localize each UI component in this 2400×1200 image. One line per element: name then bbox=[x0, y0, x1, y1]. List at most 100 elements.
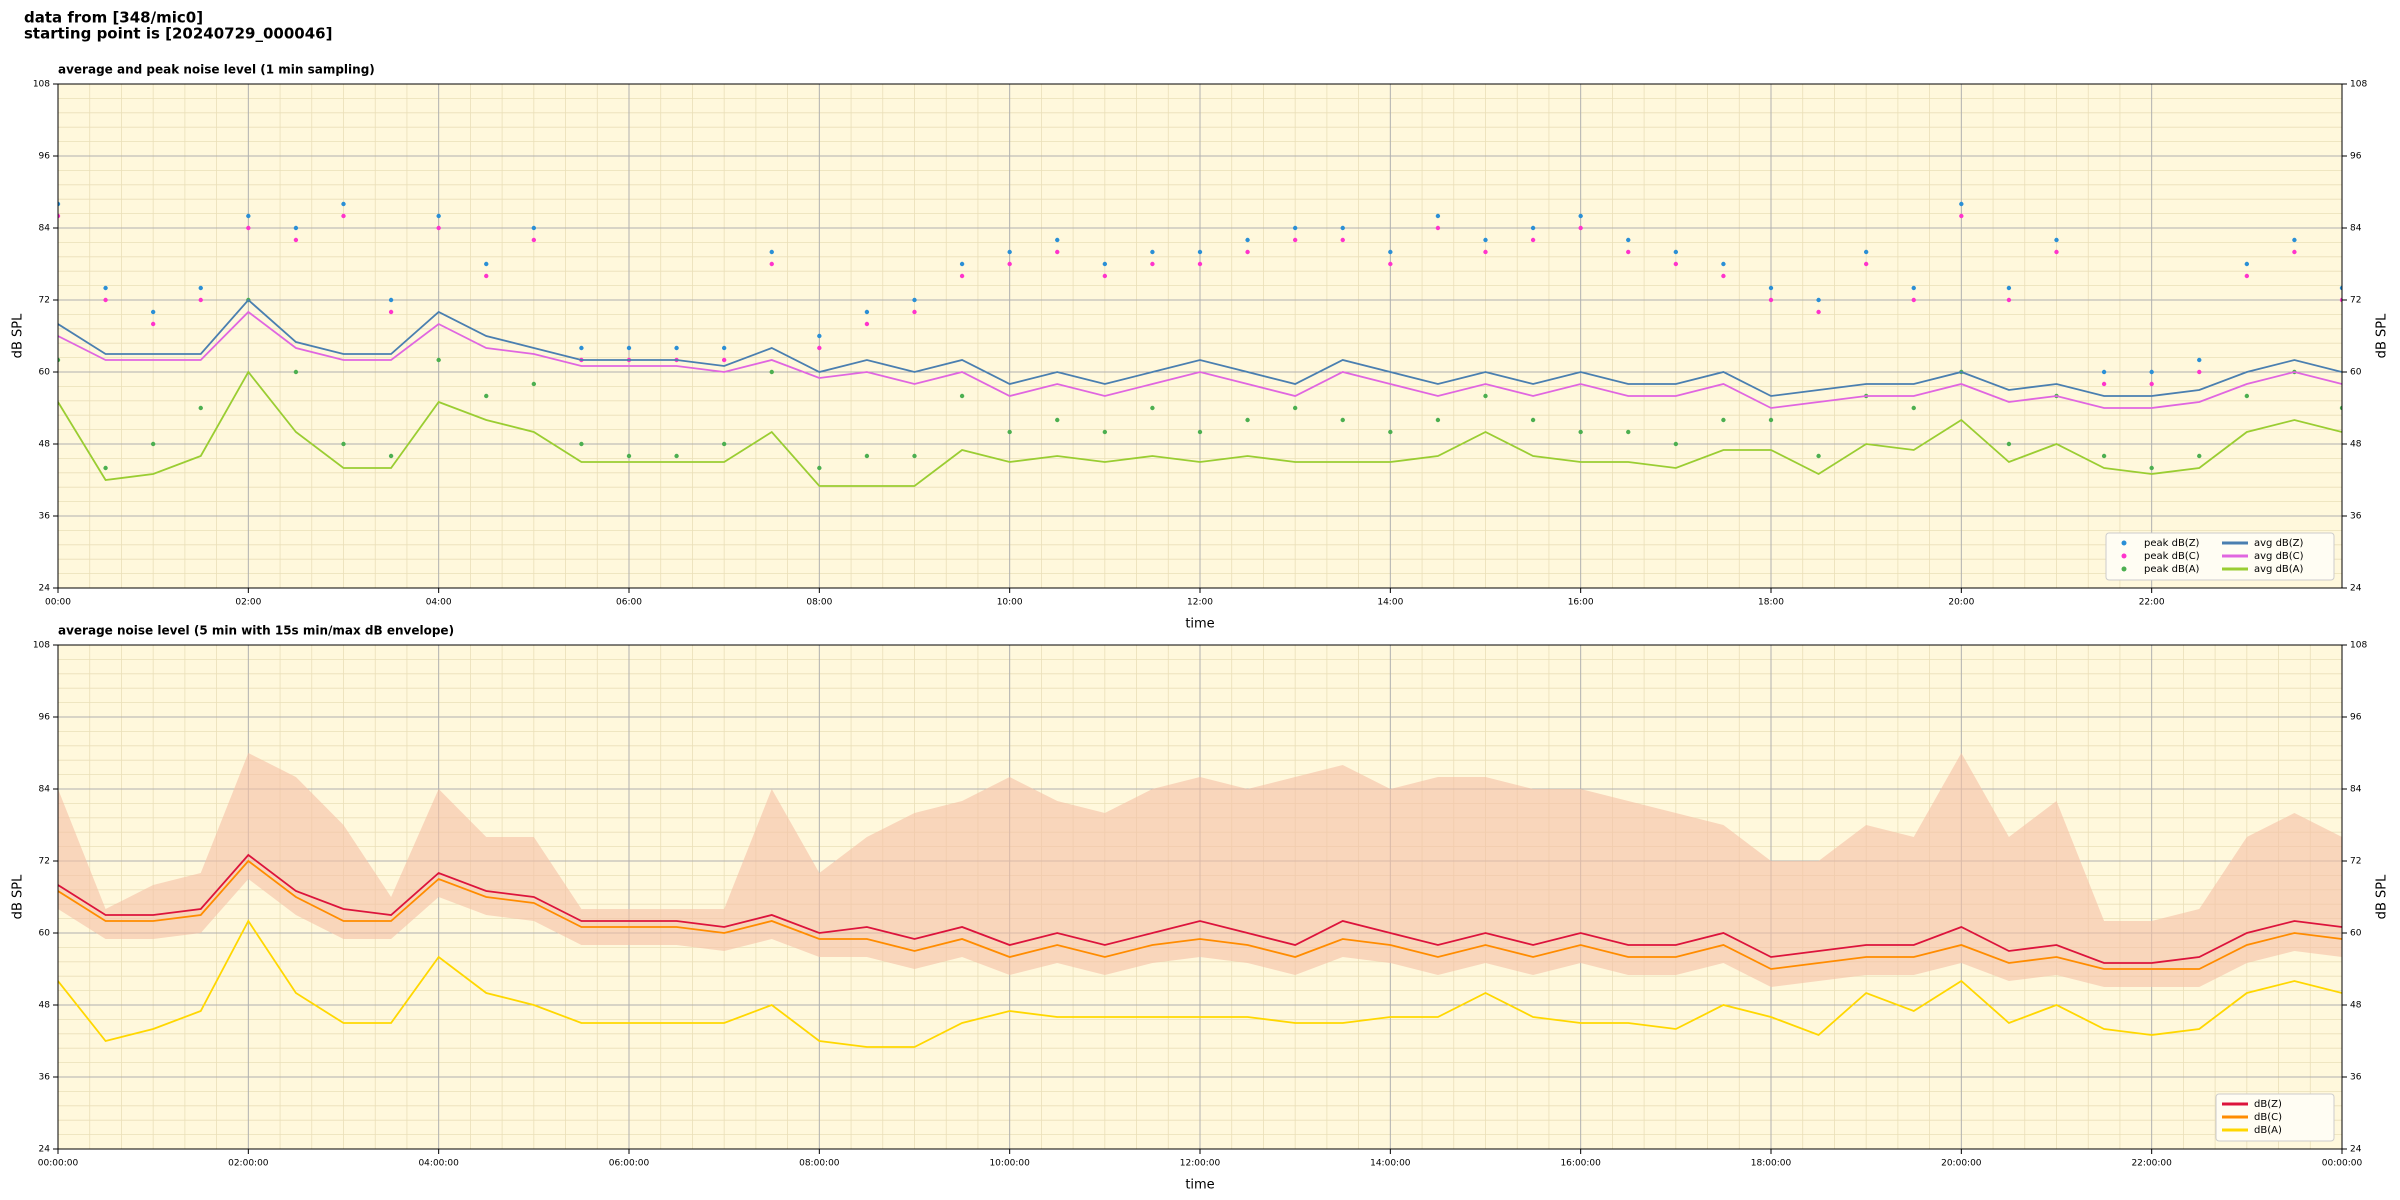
y-tick-label: 60 bbox=[39, 929, 51, 939]
peak-point bbox=[341, 201, 346, 207]
y2-tick-label: 108 bbox=[2350, 641, 2367, 651]
peak-point bbox=[1055, 249, 1060, 255]
peak-point bbox=[721, 441, 727, 447]
x-tick-label: 02:00:00 bbox=[228, 1159, 269, 1169]
chart-title: average noise level (5 min with 15s min/… bbox=[58, 624, 454, 638]
peak-point bbox=[626, 453, 632, 459]
peak-point bbox=[912, 453, 917, 459]
x-axis-label: time bbox=[1185, 617, 1214, 632]
peak-point bbox=[2054, 237, 2059, 243]
peak-point bbox=[1055, 237, 1060, 243]
peak-point bbox=[436, 213, 441, 219]
peak-point bbox=[2292, 249, 2297, 255]
peak-point bbox=[531, 237, 537, 243]
peak-point bbox=[1959, 213, 1964, 219]
x-tick-label: 18:00 bbox=[1758, 598, 1784, 608]
x-tick-label: 20:00 bbox=[1948, 598, 1974, 608]
peak-point bbox=[388, 453, 394, 459]
peak-point bbox=[1626, 249, 1631, 255]
y-tick-label: 36 bbox=[39, 1073, 51, 1083]
peak-point bbox=[293, 237, 299, 243]
x-tick-label: 00:00:00 bbox=[2322, 1159, 2363, 1169]
x-tick-label: 16:00:00 bbox=[1560, 1159, 1601, 1169]
peak-point bbox=[58, 213, 61, 219]
peak-point bbox=[912, 309, 917, 315]
legend-label: dB(A) bbox=[2254, 1125, 2282, 1136]
peak-point bbox=[1435, 213, 1441, 219]
y-axis-label: dB SPL bbox=[11, 874, 26, 919]
peak-point bbox=[864, 321, 870, 327]
peak-point bbox=[531, 225, 537, 231]
peak-point bbox=[626, 345, 632, 351]
peak-point bbox=[293, 225, 299, 231]
series-line bbox=[58, 370, 2342, 487]
header-line: data from [348/mic0] bbox=[24, 9, 203, 27]
peak-point bbox=[1768, 417, 1774, 423]
peak-point bbox=[769, 369, 774, 375]
peak-point bbox=[817, 345, 822, 351]
peak-point bbox=[1007, 249, 1012, 255]
y-tick-label: 48 bbox=[39, 1001, 51, 1011]
peak-point bbox=[341, 441, 346, 447]
peak-point bbox=[484, 393, 489, 399]
y2-tick-label: 72 bbox=[2350, 857, 2361, 867]
peak-point bbox=[1816, 453, 1821, 459]
peak-point bbox=[1007, 429, 1012, 435]
x-tick-label: 10:00:00 bbox=[989, 1159, 1030, 1169]
y2-tick-label: 96 bbox=[2350, 713, 2362, 723]
plot-frame bbox=[57, 644, 2343, 1150]
peak-point bbox=[246, 213, 251, 219]
peak-point bbox=[2054, 249, 2059, 255]
peak-point bbox=[2101, 453, 2107, 459]
peak-point bbox=[2006, 285, 2012, 291]
x-tick-label: 12:00 bbox=[1187, 598, 1213, 608]
peak-point bbox=[1768, 297, 1774, 303]
x-tick-label: 10:00 bbox=[997, 598, 1023, 608]
peak-point bbox=[2244, 393, 2250, 399]
legend-symbol bbox=[2121, 553, 2127, 559]
y-tick-label: 84 bbox=[39, 224, 51, 234]
peak-point bbox=[198, 297, 203, 303]
y2-axis-label: dB SPL bbox=[2375, 313, 2390, 358]
peak-point bbox=[1483, 249, 1488, 255]
peak-point bbox=[150, 441, 156, 447]
x-tick-label: 16:00 bbox=[1568, 598, 1594, 608]
peak-point bbox=[1245, 417, 1250, 423]
y-tick-label: 36 bbox=[39, 512, 51, 522]
x-tick-label: 22:00 bbox=[2139, 598, 2165, 608]
x-tick-label: 14:00:00 bbox=[1370, 1159, 1411, 1169]
legend-label: dB(Z) bbox=[2254, 1099, 2282, 1110]
peak-point bbox=[1340, 417, 1345, 423]
x-tick-label: 00:00 bbox=[45, 598, 71, 608]
y-tick-label: 24 bbox=[39, 1145, 51, 1155]
peak-point bbox=[341, 213, 346, 219]
peak-point bbox=[1245, 237, 1250, 243]
peak-point bbox=[1911, 297, 1916, 303]
peak-point bbox=[198, 285, 203, 291]
peak-point bbox=[1530, 225, 1536, 231]
x-tick-label: 22:00:00 bbox=[2131, 1159, 2172, 1169]
peak-point bbox=[2006, 297, 2012, 303]
peak-point bbox=[1197, 261, 1203, 267]
peak-point bbox=[721, 357, 727, 363]
y2-tick-label: 60 bbox=[2350, 368, 2362, 378]
x-tick-label: 08:00:00 bbox=[799, 1159, 840, 1169]
peak-point bbox=[1816, 297, 1821, 303]
legend-box bbox=[2105, 532, 2335, 581]
peak-point bbox=[1626, 237, 1631, 243]
peak-point bbox=[293, 369, 299, 375]
peak-point bbox=[2006, 441, 2012, 447]
y-tick-label: 108 bbox=[33, 641, 50, 651]
peak-point bbox=[1816, 309, 1821, 315]
peak-point bbox=[1055, 417, 1060, 423]
x-tick-label: 04:00:00 bbox=[418, 1159, 459, 1169]
legend-label: avg dB(Z) bbox=[2254, 538, 2304, 549]
header-line: starting point is [20240729_000046] bbox=[24, 25, 332, 43]
peak-point bbox=[721, 345, 727, 351]
y2-tick-label: 48 bbox=[2350, 1001, 2362, 1011]
legend-label: peak dB(C) bbox=[2144, 551, 2200, 562]
x-tick-label: 08:00 bbox=[806, 598, 832, 608]
peak-point bbox=[1435, 225, 1441, 231]
peak-point bbox=[531, 381, 537, 387]
